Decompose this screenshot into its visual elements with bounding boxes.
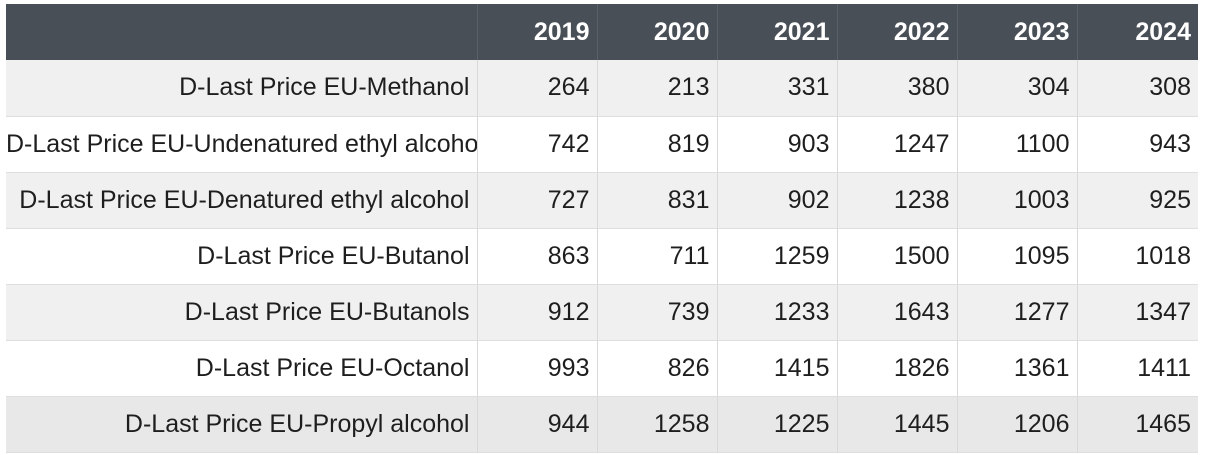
table-cell: 863 <box>477 228 598 285</box>
table-cell: 1445 <box>837 396 958 453</box>
table-cell: 826 <box>597 340 718 397</box>
table-cell: 943 <box>1077 116 1198 173</box>
table-cell: 1277 <box>957 284 1078 341</box>
table-cell: 264 <box>477 60 598 117</box>
table-cell: 213 <box>597 60 718 117</box>
table-cell: 902 <box>717 172 838 229</box>
header-cell-2022: 2022 <box>837 4 958 60</box>
table-cell: 1347 <box>1077 284 1198 341</box>
table-cell: 993 <box>477 340 598 397</box>
table-cell: 1361 <box>957 340 1078 397</box>
table-cell: 308 <box>1077 60 1198 117</box>
table-row: D-Last Price EU-Butanol 863 711 1259 150… <box>6 228 1198 285</box>
header-cell-2023: 2023 <box>957 4 1078 60</box>
table-cell: 819 <box>597 116 718 173</box>
table-cell: 1826 <box>837 340 958 397</box>
row-label: D-Last Price EU-Methanol <box>6 60 478 117</box>
table-cell: 739 <box>597 284 718 341</box>
table-row: D-Last Price EU-Propyl alcohol 944 1258 … <box>6 396 1198 453</box>
price-table: 2019 2020 2021 2022 2023 2024 D-Last Pri… <box>6 4 1198 453</box>
table-cell: 727 <box>477 172 598 229</box>
table-cell: 1003 <box>957 172 1078 229</box>
table-cell: 912 <box>477 284 598 341</box>
table-cell: 711 <box>597 228 718 285</box>
price-table-container: 2019 2020 2021 2022 2023 2024 D-Last Pri… <box>6 4 1198 453</box>
table-cell: 1018 <box>1077 228 1198 285</box>
table-cell: 380 <box>837 60 958 117</box>
table-row: D-Last Price EU-Octanol 993 826 1415 182… <box>6 340 1198 397</box>
table-cell: 1415 <box>717 340 838 397</box>
header-cell-label <box>6 4 478 60</box>
table-header: 2019 2020 2021 2022 2023 2024 <box>6 4 1198 60</box>
table-cell: 1225 <box>717 396 838 453</box>
table-cell: 1100 <box>957 116 1078 173</box>
table-row: D-Last Price EU-Methanol 264 213 331 380… <box>6 60 1198 117</box>
header-cell-2021: 2021 <box>717 4 838 60</box>
row-label: D-Last Price EU-Butanols <box>6 284 478 341</box>
table-body: D-Last Price EU-Methanol 264 213 331 380… <box>6 60 1198 453</box>
table-cell: 944 <box>477 396 598 453</box>
row-label: D-Last Price EU-Butanol <box>6 228 478 285</box>
table-cell: 331 <box>717 60 838 117</box>
table-cell: 925 <box>1077 172 1198 229</box>
row-label: D-Last Price EU-Octanol <box>6 340 478 397</box>
header-cell-2020: 2020 <box>597 4 718 60</box>
table-cell: 831 <box>597 172 718 229</box>
table-cell: 1247 <box>837 116 958 173</box>
table-row: D-Last Price EU-Denatured ethyl alcohol … <box>6 172 1198 229</box>
row-label: D-Last Price EU-Undenatured ethyl alcoho… <box>6 116 478 173</box>
table-cell: 304 <box>957 60 1078 117</box>
table-cell: 1259 <box>717 228 838 285</box>
table-cell: 903 <box>717 116 838 173</box>
header-cell-2019: 2019 <box>477 4 598 60</box>
table-cell: 1095 <box>957 228 1078 285</box>
table-cell: 1411 <box>1077 340 1198 397</box>
header-row: 2019 2020 2021 2022 2023 2024 <box>6 4 1198 60</box>
table-cell: 1206 <box>957 396 1078 453</box>
table-cell: 1233 <box>717 284 838 341</box>
table-cell: 1500 <box>837 228 958 285</box>
table-cell: 1238 <box>837 172 958 229</box>
table-cell: 1465 <box>1077 396 1198 453</box>
table-row: D-Last Price EU-Butanols 912 739 1233 16… <box>6 284 1198 341</box>
row-label: D-Last Price EU-Propyl alcohol <box>6 396 478 453</box>
table-cell: 1643 <box>837 284 958 341</box>
row-label: D-Last Price EU-Denatured ethyl alcohol <box>6 172 478 229</box>
table-row: D-Last Price EU-Undenatured ethyl alcoho… <box>6 116 1198 173</box>
table-cell: 1258 <box>597 396 718 453</box>
header-cell-2024: 2024 <box>1077 4 1198 60</box>
table-cell: 742 <box>477 116 598 173</box>
